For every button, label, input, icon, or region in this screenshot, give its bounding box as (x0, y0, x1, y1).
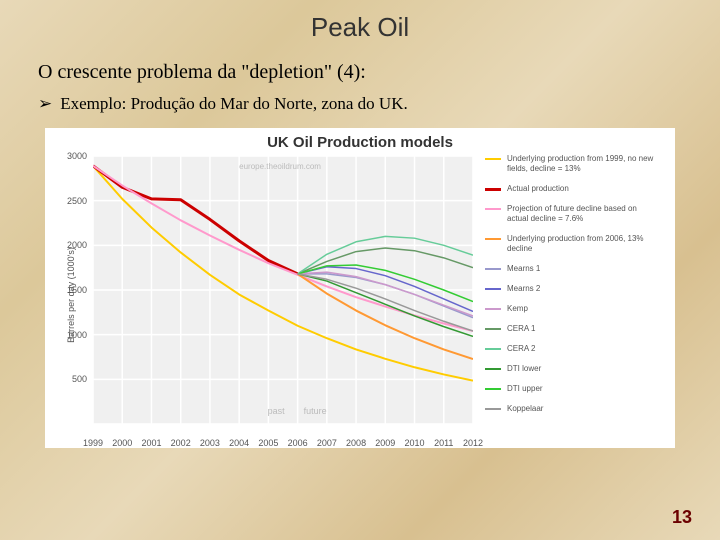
x-tick-label: 2005 (258, 438, 278, 448)
legend-label: Actual production (507, 184, 569, 194)
legend-swatch (485, 308, 501, 310)
y-tick-label: 2500 (67, 196, 87, 206)
chart-legend: Underlying production from 1999, no new … (473, 128, 665, 448)
legend-item-cera1: CERA 1 (485, 324, 659, 334)
plot-area: Barrels per day (1000's) 500100015002000… (93, 156, 473, 424)
x-tick-label: 2007 (317, 438, 337, 448)
x-tick-label: 2003 (200, 438, 220, 448)
x-tick-label: 2009 (375, 438, 395, 448)
y-axis-label: Barrels per day (1000's) (66, 247, 76, 343)
legend-label: Koppelaar (507, 404, 543, 414)
legend-item-dtilower: DTI lower (485, 364, 659, 374)
legend-label: Mearns 1 (507, 264, 540, 274)
x-tick-label: 1999 (83, 438, 103, 448)
legend-label: Mearns 2 (507, 284, 540, 294)
legend-item-kemp: Kemp (485, 304, 659, 314)
x-tick-label: 2004 (229, 438, 249, 448)
x-tick-label: 2001 (141, 438, 161, 448)
legend-label: CERA 2 (507, 344, 535, 354)
legend-swatch (485, 268, 501, 270)
legend-swatch (485, 408, 501, 410)
legend-label: DTI upper (507, 384, 543, 394)
bullet-row: ➢ Exemplo: Produção do Mar do Norte, zon… (0, 90, 720, 128)
x-tick-label: 2000 (112, 438, 132, 448)
y-tick-label: 1000 (67, 330, 87, 340)
legend-item-underlying2006: Underlying production from 2006, 13% dec… (485, 234, 659, 254)
legend-swatch (485, 388, 501, 390)
legend-swatch (485, 238, 501, 240)
legend-item-cera2: CERA 2 (485, 344, 659, 354)
x-tick-label: 2008 (346, 438, 366, 448)
y-tick-label: 2000 (67, 240, 87, 250)
legend-swatch (485, 328, 501, 330)
legend-item-projection: Projection of future decline based on ac… (485, 204, 659, 224)
legend-label: Kemp (507, 304, 528, 314)
x-tick-label: 2012 (463, 438, 483, 448)
legend-label: Underlying production from 1999, no new … (507, 154, 659, 174)
legend-swatch (485, 188, 501, 191)
y-tick-label: 500 (72, 374, 87, 384)
chart-container: UK Oil Production models Barrels per day… (45, 128, 675, 448)
legend-item-underlying1999: Underlying production from 1999, no new … (485, 154, 659, 174)
slide-subtitle: O crescente problema da "depletion" (4): (0, 43, 720, 90)
future-label: future (304, 406, 327, 416)
bullet-arrow-icon: ➢ (38, 94, 52, 114)
legend-swatch (485, 288, 501, 290)
legend-label: Underlying production from 2006, 13% dec… (507, 234, 659, 254)
legend-label: Projection of future decline based on ac… (507, 204, 659, 224)
legend-item-mearns2: Mearns 2 (485, 284, 659, 294)
y-tick-label: 1500 (67, 285, 87, 295)
legend-swatch (485, 368, 501, 370)
chart-heading: UK Oil Production models (267, 134, 453, 151)
x-tick-label: 2006 (288, 438, 308, 448)
legend-item-koppelaar: Koppelaar (485, 404, 659, 414)
legend-label: DTI lower (507, 364, 541, 374)
legend-item-dtiupper: DTI upper (485, 384, 659, 394)
legend-item-actual: Actual production (485, 184, 659, 194)
past-label: past (268, 406, 285, 416)
chart-watermark: europe.theoildrum.com (239, 162, 321, 171)
y-tick-label: 3000 (67, 151, 87, 161)
x-tick-label: 2002 (171, 438, 191, 448)
page-number: 13 (672, 507, 692, 528)
slide-title: Peak Oil (0, 0, 720, 43)
bullet-text: Exemplo: Produção do Mar do Norte, zona … (60, 94, 407, 114)
legend-swatch (485, 348, 501, 350)
x-tick-label: 2011 (434, 438, 453, 448)
legend-swatch (485, 208, 501, 210)
legend-swatch (485, 158, 501, 160)
legend-label: CERA 1 (507, 324, 535, 334)
legend-item-mearns1: Mearns 1 (485, 264, 659, 274)
x-tick-label: 2010 (405, 438, 425, 448)
